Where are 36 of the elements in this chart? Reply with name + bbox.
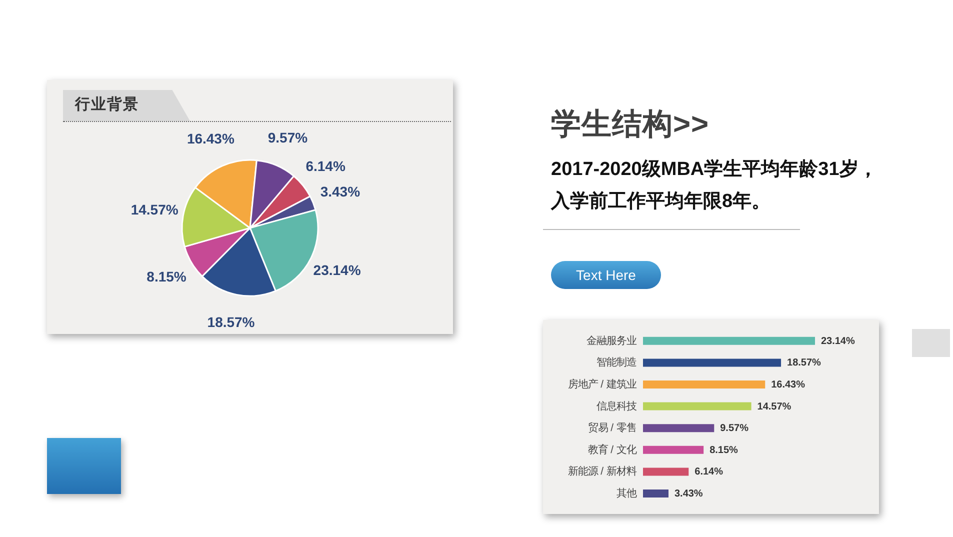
bar	[643, 424, 714, 432]
y-tick-label: 信息科技	[596, 400, 637, 412]
data-label: 8.15%	[146, 268, 187, 284]
data-label: 3.43%	[320, 183, 361, 200]
data-label: 6.14%	[694, 466, 724, 478]
data-label: 23.14%	[313, 262, 362, 278]
text: 2017-2020级MBA学生平均年龄31岁，入学前工作平均年限8年。	[551, 158, 878, 214]
data-label: 9.57%	[268, 130, 308, 146]
data-label: 18.57%	[207, 314, 256, 330]
chart-title: 行业背景	[75, 96, 139, 114]
data-label: 8.15%	[710, 444, 738, 456]
y-tick-label: 智能制造	[596, 356, 637, 369]
data-label: 16.43%	[186, 130, 235, 146]
y-tick-label: 房地产 / 建筑业	[568, 378, 637, 390]
data-label: 14.57%	[757, 401, 792, 412]
bar	[643, 336, 815, 345]
data-label: 3.43%	[674, 488, 703, 500]
data-label: 14.57%	[130, 202, 179, 218]
data-label: 16.43%	[771, 379, 806, 390]
bar	[643, 489, 668, 498]
bar	[643, 380, 766, 388]
y-tick-label: 新能源 / 新材料	[568, 466, 637, 478]
y-tick-label: 其他	[616, 487, 637, 500]
bar	[643, 402, 752, 410]
y-tick-label: 金融服务业	[586, 334, 637, 347]
bar	[643, 446, 704, 454]
data-label: 9.57%	[720, 423, 749, 434]
data-label: 6.14%	[306, 158, 346, 174]
y-tick-label: 教育 / 文化	[588, 444, 637, 456]
button: Text Here	[551, 261, 661, 289]
data-label: 18.57%	[787, 358, 822, 369]
bar	[643, 468, 689, 476]
data-label: 23.14%	[820, 336, 855, 347]
text: 学生结构>>	[551, 107, 710, 143]
y-tick-label: 贸易 / 零售	[588, 422, 637, 434]
bar	[643, 358, 782, 367]
